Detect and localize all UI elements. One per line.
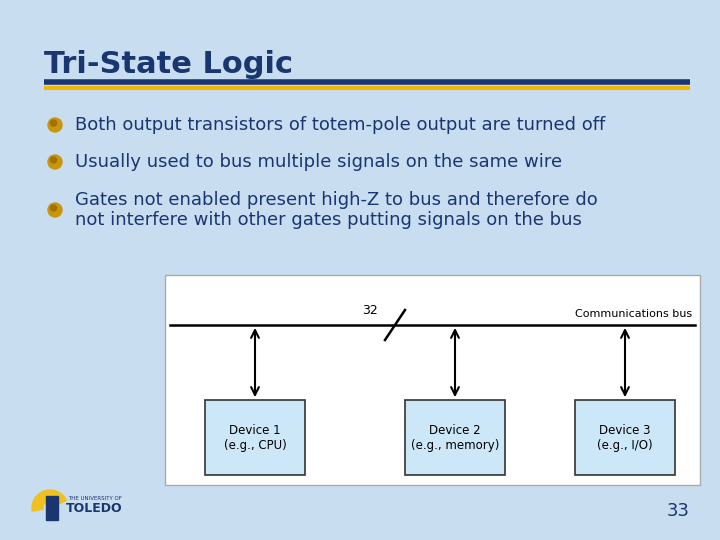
Bar	[575, 400, 675, 475]
Circle shape	[50, 157, 56, 163]
Circle shape	[48, 118, 62, 132]
Text: 33: 33	[667, 502, 690, 520]
Circle shape	[50, 205, 56, 211]
Circle shape	[48, 155, 62, 169]
Text: Both output transistors of totem-pole output are turned off: Both output transistors of totem-pole ou…	[75, 116, 606, 134]
Text: Communications bus: Communications bus	[575, 309, 692, 319]
Text: Tri-State Logic: Tri-State Logic	[44, 50, 293, 79]
Text: TOLEDO: TOLEDO	[66, 502, 122, 515]
Circle shape	[48, 203, 62, 217]
Text: Gates not enabled present high-Z to bus and therefore do
not interfere with othe: Gates not enabled present high-Z to bus …	[75, 191, 598, 229]
Bar	[165, 275, 700, 485]
Bar	[205, 400, 305, 475]
Text: THE UNIVERSITY OF: THE UNIVERSITY OF	[68, 496, 122, 501]
Bar	[46, 496, 58, 520]
Text: 32: 32	[362, 304, 378, 317]
Circle shape	[50, 120, 56, 126]
Wedge shape	[32, 490, 66, 511]
Text: Usually used to bus multiple signals on the same wire: Usually used to bus multiple signals on …	[75, 153, 562, 171]
Text: Device 3
(e.g., I/O): Device 3 (e.g., I/O)	[597, 423, 653, 451]
Bar	[405, 400, 505, 475]
Text: Device 2
(e.g., memory): Device 2 (e.g., memory)	[411, 423, 499, 451]
Text: Device 1
(e.g., CPU): Device 1 (e.g., CPU)	[224, 423, 287, 451]
